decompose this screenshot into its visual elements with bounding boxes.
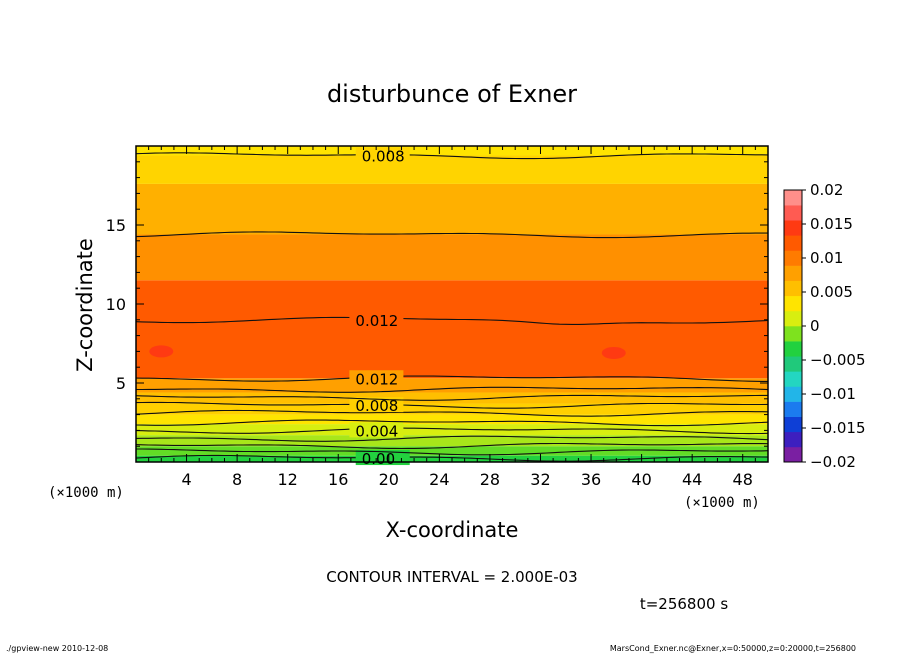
x-tick-label-4: 4 — [181, 470, 191, 489]
contour-10 — [135, 375, 768, 382]
maximum-1 — [601, 346, 626, 359]
x-tick-label-8: 8 — [232, 470, 242, 489]
contour-8 — [135, 394, 768, 401]
colorbar-swatch-6 — [784, 356, 802, 372]
colorbar-swatch-0 — [784, 446, 802, 463]
x-tick-label-12: 12 — [278, 470, 298, 489]
contour-label-10: 0.012 — [355, 370, 398, 388]
contour-label-7: 0.008 — [355, 397, 398, 415]
contour-12 — [135, 231, 768, 239]
contour-7 — [135, 401, 769, 409]
colorbar-swatch-14 — [784, 235, 802, 251]
colorbar-swatch-15 — [784, 220, 802, 236]
colorbar-swatch-13 — [784, 250, 802, 266]
contour-9 — [136, 386, 769, 393]
band-12 — [136, 146, 768, 156]
colorbar-swatch-7 — [784, 341, 802, 357]
colorbar-label-8: −0.02 — [810, 453, 856, 471]
band-5 — [136, 403, 768, 415]
y-tick-label-5: 5 — [116, 374, 126, 393]
contour-13 — [135, 152, 769, 160]
footer-left: ./gpview-new 2010-12-08 — [6, 644, 108, 653]
colorbar: 0.02 0.015 0.01 0.005 0 −0.005 −0.01 −0.015 −0.0… — [783, 181, 866, 471]
contour-label-13: 0.008 — [362, 147, 405, 165]
band-11 — [136, 155, 768, 184]
colorbar-swatch-17 — [784, 190, 802, 206]
colorbar-swatch-1 — [784, 431, 802, 448]
contour-5 — [135, 419, 769, 427]
contour-label-bg-7 — [349, 397, 404, 413]
x-tick-label-16: 16 — [328, 470, 348, 489]
contour-11 — [135, 316, 769, 325]
x-tick-label-40: 40 — [631, 470, 651, 489]
colorbar-swatch-5 — [784, 371, 802, 387]
x-tick-label-20: 20 — [379, 470, 399, 489]
colorbar-swatch-9 — [784, 310, 802, 327]
y-tick-label-15: 15 — [106, 216, 126, 235]
colorbar-swatch-10 — [784, 295, 802, 312]
x-tick-label-24: 24 — [429, 470, 449, 489]
contour-label-bg-11 — [349, 311, 404, 327]
y-axis-label: Z-coordinate — [73, 238, 97, 372]
time-label: t=256800 s — [640, 595, 728, 613]
colorbar-label-0: 0.02 — [810, 181, 843, 199]
contour-6 — [135, 409, 769, 417]
x-axis-label: X-coordinate — [386, 518, 519, 542]
colorbar-label-5: −0.005 — [810, 351, 866, 369]
contour-2 — [135, 442, 769, 450]
band-6 — [136, 392, 768, 404]
contour-4 — [135, 427, 769, 435]
band-8 — [136, 280, 768, 379]
colorbar-label-6: −0.01 — [810, 385, 856, 403]
x-tick-label-48: 48 — [733, 470, 753, 489]
band-3 — [136, 424, 768, 436]
contour-label-11: 0.012 — [355, 312, 398, 330]
x-tick-label-36: 36 — [581, 470, 601, 489]
x-tick-label-44: 44 — [682, 470, 702, 489]
colorbar-swatch-2 — [784, 416, 802, 433]
chart-title: disturbunce of Exner — [327, 80, 577, 108]
footer-right: MarsCond_Exner.nc@Exner,x=0:50000,z=0:20… — [610, 644, 856, 653]
colorbar-swatch-11 — [784, 280, 802, 297]
band-9 — [136, 234, 768, 281]
contour-0 — [135, 454, 769, 462]
band-10 — [136, 183, 768, 235]
y-tick-label-10: 10 — [106, 295, 126, 314]
x-tick-label-32: 32 — [530, 470, 550, 489]
colorbar-swatch-4 — [784, 386, 802, 402]
colorbar-swatch-8 — [784, 326, 802, 342]
x-unit-right: (×1000 m) — [684, 495, 760, 511]
band-1 — [136, 446, 768, 456]
contour-label-bg-13 — [355, 147, 410, 163]
contour-label-4: 0.004 — [355, 422, 398, 440]
band-4 — [136, 414, 768, 425]
colorbar-label-2: 0.01 — [810, 249, 843, 267]
band-2 — [136, 435, 768, 447]
maximum-0 — [149, 345, 174, 358]
x-unit-left: (×1000 m) — [48, 485, 124, 501]
colorbar-label-3: 0.005 — [810, 283, 853, 301]
colorbar-label-1: 0.015 — [810, 215, 853, 233]
contour-3 — [135, 435, 769, 442]
colorbar-label-4: 0 — [810, 317, 820, 335]
colorbar-label-7: −0.015 — [810, 419, 866, 437]
contour-interval-text: CONTOUR INTERVAL = 2.000E-03 — [326, 568, 577, 586]
contour-label-0: 0.00 — [362, 450, 395, 468]
colorbar-swatch-3 — [784, 401, 802, 417]
contour-label-bg-4 — [349, 422, 404, 438]
x-tick-label-28: 28 — [480, 470, 500, 489]
contour-label-bg-10 — [349, 370, 404, 386]
colorbar-swatch-16 — [784, 205, 802, 221]
colorbar-swatch-12 — [784, 265, 802, 281]
contour-1 — [136, 448, 769, 456]
